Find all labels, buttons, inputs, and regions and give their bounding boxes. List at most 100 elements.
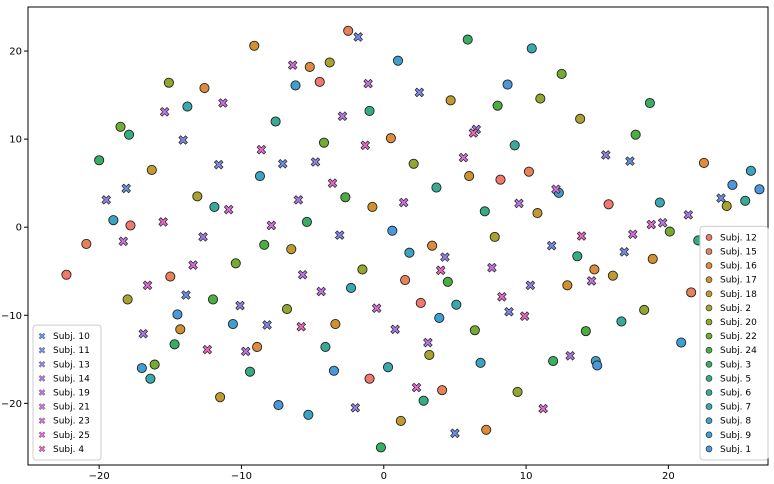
point-subj-2 bbox=[721, 201, 732, 212]
point-subj-3 bbox=[301, 216, 312, 227]
point-subj-1 bbox=[172, 309, 183, 320]
legend-label: Subj. 20 bbox=[720, 318, 757, 328]
point-subj-7 bbox=[451, 299, 462, 310]
legend-label: Subj. 25 bbox=[53, 431, 90, 441]
point-subj-2 bbox=[489, 231, 500, 242]
legend-label: Subj. 21 bbox=[53, 403, 90, 413]
point-subj-12 bbox=[314, 76, 325, 87]
point-subj-9 bbox=[676, 337, 687, 348]
point-subj-20 bbox=[535, 93, 546, 104]
point-subj-17 bbox=[175, 324, 186, 335]
legend-label: Subj. 8 bbox=[720, 417, 751, 427]
legend-marker bbox=[705, 234, 713, 241]
legend-label: Subj. 10 bbox=[53, 332, 90, 342]
legend-label: Subj. 5 bbox=[720, 374, 751, 384]
legend-marker bbox=[705, 290, 713, 298]
legend-label: Subj. 22 bbox=[720, 332, 757, 342]
legend-label: Subj. 17 bbox=[720, 276, 757, 286]
point-subj-12 bbox=[125, 220, 136, 231]
legend-marker bbox=[705, 346, 713, 354]
point-subj-20 bbox=[408, 158, 419, 169]
point-subj-18 bbox=[286, 244, 297, 255]
x-tick-label: 10 bbox=[520, 471, 533, 482]
point-subj-15 bbox=[523, 166, 534, 177]
legend-label: Subj. 24 bbox=[720, 346, 757, 356]
point-subj-12 bbox=[603, 199, 614, 210]
point-subj-17 bbox=[562, 280, 573, 291]
point-subj-6 bbox=[509, 140, 520, 151]
legend-marker bbox=[705, 389, 713, 396]
point-subj-1 bbox=[328, 365, 340, 376]
point-subj-3 bbox=[548, 356, 559, 367]
point-subj-24 bbox=[259, 239, 270, 250]
legend-label: Subj. 6 bbox=[720, 389, 751, 399]
legend-marker bbox=[705, 304, 713, 312]
point-subj-20 bbox=[512, 386, 523, 397]
point-subj-24 bbox=[630, 129, 641, 140]
points-layer bbox=[61, 25, 765, 453]
x-tick-label: 0 bbox=[381, 471, 387, 482]
y-tick-label: 0 bbox=[16, 223, 22, 234]
point-subj-16 bbox=[385, 133, 396, 144]
point-subj-22 bbox=[149, 359, 160, 370]
point-subj-2 bbox=[424, 349, 435, 360]
point-subj-2 bbox=[324, 57, 335, 68]
legend-label: Subj. 15 bbox=[720, 248, 757, 258]
point-subj-18 bbox=[395, 415, 406, 427]
point-subj-7 bbox=[182, 101, 193, 112]
point-subj-9 bbox=[227, 319, 238, 330]
point-subj-22 bbox=[318, 137, 330, 148]
y-tick-label: −10 bbox=[1, 311, 22, 322]
point-subj-1 bbox=[592, 360, 603, 371]
point-subj-22 bbox=[469, 325, 480, 336]
point-subj-18 bbox=[215, 392, 226, 403]
ticks-layer: −20 −10 0 10 20 −20 −10 0 10 20 bbox=[1, 47, 675, 482]
point-subj-6 bbox=[431, 182, 442, 193]
point-subj-8 bbox=[303, 409, 314, 420]
legend-marker bbox=[705, 262, 713, 269]
point-subj-12 bbox=[61, 269, 72, 280]
point-subj-3 bbox=[375, 442, 386, 453]
point-subj-12 bbox=[364, 373, 375, 384]
plot-background bbox=[28, 7, 768, 465]
point-subj-5 bbox=[244, 366, 256, 377]
point-subj-7 bbox=[382, 362, 394, 373]
point-subj-24 bbox=[340, 192, 351, 203]
point-subj-1 bbox=[273, 400, 284, 411]
point-subj-6 bbox=[616, 316, 627, 327]
point-subj-7 bbox=[145, 373, 156, 384]
point-subj-16 bbox=[199, 82, 210, 94]
point-subj-18 bbox=[146, 164, 157, 175]
legend-marker bbox=[705, 318, 713, 326]
legend-marker bbox=[705, 276, 713, 284]
legend-label: Subj. 4 bbox=[53, 445, 84, 455]
point-subj-24 bbox=[442, 276, 453, 287]
point-subj-9 bbox=[392, 55, 404, 66]
point-subj-9 bbox=[290, 80, 301, 91]
point-subj-12 bbox=[495, 174, 506, 185]
point-subj-9 bbox=[136, 363, 147, 374]
point-subj-5 bbox=[418, 395, 429, 406]
legend-label: Subj. 3 bbox=[720, 360, 751, 370]
point-subj-6 bbox=[270, 116, 281, 127]
legend-label: Subj. 23 bbox=[53, 417, 90, 427]
legend-layer: Subj. 10 Subj. 11 Subj. 13 Subj. 14 Subj. 19… bbox=[32, 225, 769, 461]
legend-label: Subj. 7 bbox=[720, 403, 751, 413]
point-subj-3 bbox=[94, 155, 105, 166]
point-subj-3 bbox=[462, 34, 473, 45]
legend-label: Subj. 16 bbox=[720, 262, 757, 272]
legend-marker bbox=[705, 360, 713, 368]
legend-box bbox=[699, 225, 769, 461]
point-subj-2 bbox=[575, 113, 586, 124]
legend-marker bbox=[705, 445, 713, 453]
point-subj-5 bbox=[364, 105, 375, 116]
point-subj-15 bbox=[343, 25, 354, 36]
point-subj-18 bbox=[445, 95, 456, 106]
point-subj-5 bbox=[123, 129, 135, 140]
point-subj-17 bbox=[330, 319, 341, 330]
point-subj-20 bbox=[357, 264, 368, 275]
point-subj-1 bbox=[727, 179, 738, 190]
point-subj-3 bbox=[644, 97, 655, 109]
point-subj-17 bbox=[367, 201, 378, 212]
